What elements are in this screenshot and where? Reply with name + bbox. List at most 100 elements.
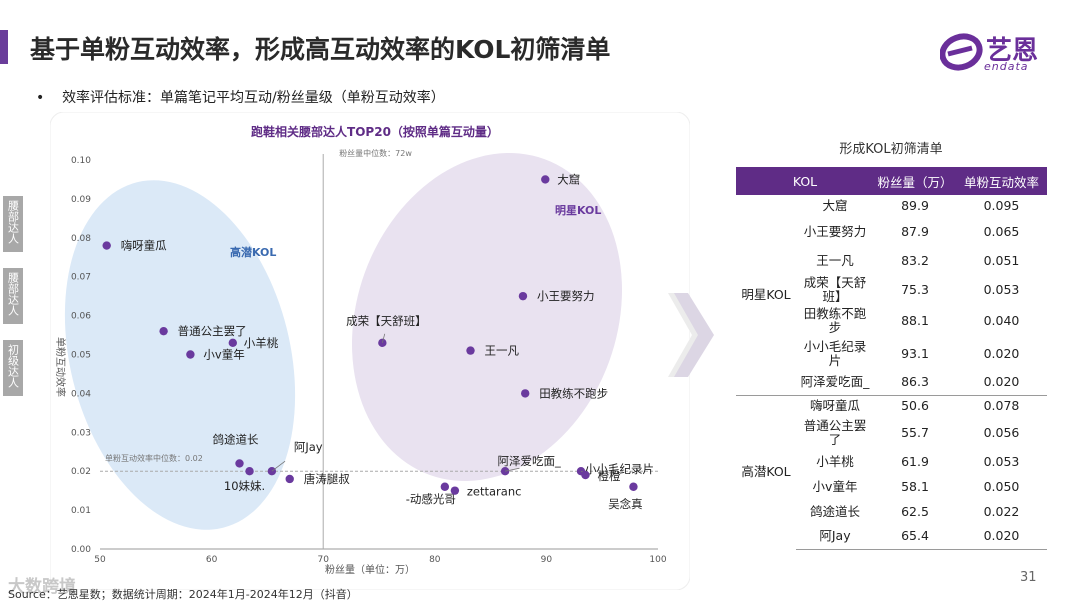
x-tick-label: 70 [317,555,329,565]
side-tab-label: 初级达人 [6,344,20,388]
kol-name-cell: 成荣【天舒班】 [803,274,867,304]
logo-text-cn: 艺恩 [986,36,1039,66]
fans-cell: 93.1 [901,345,929,361]
table-title: 形成KOL初筛清单 [839,142,943,157]
y-tick-label: 0.02 [71,467,91,477]
table-row: 田教练不跑步 88.1 0.040 [736,304,1047,337]
endata-logo-icon [940,33,983,71]
kol-name-cell: 嗨呀童瓜 [796,394,874,416]
fans-cell: 87.9 [901,223,929,239]
fans-cell: 83.2 [901,252,929,268]
point-label: 10妹妹. [224,479,265,493]
side-tab-waist-1[interactable]: 腰部达人 [3,196,23,252]
scatter-point [520,389,530,398]
kol-name-cell: 小v童年 [812,478,858,494]
scatter-point [500,467,510,476]
point-label: 成荣【天舒班】 [346,314,427,328]
point-label: 普通公主罢了 [178,324,247,338]
fans-cell: 89.9 [901,198,929,213]
x-tick-label: 80 [429,555,441,565]
efficiency-cell: 0.053 [983,281,1020,297]
page-number: 31 [1020,570,1037,585]
kol-name-cell: 王一凡 [816,252,854,268]
point-label: 嗨呀童瓜 [121,239,167,253]
point-label: 阿泽爱吃面_ [497,454,560,468]
x-axis-label: 粉丝量（单位：万） [325,563,415,576]
fans-cell: 65.4 [874,524,956,550]
table-row: 成荣【天舒班】 75.3 0.053 [736,275,1047,304]
cluster-label-potential: 高潜KOL [230,245,276,259]
point-label: zettaranc [467,485,522,499]
scatter-point [186,350,195,359]
scatter-chart-svg: 跑鞋相关腰部达人TOP20（按照单篇互动量） 高潜KOL 明星KOL 50 60 7… [49,111,691,591]
kol-table: KOL 粉丝量（万） 单粉互动效率 明星KOL 大窟 89.9 0.095 小王要努力 8… [736,167,1047,550]
side-tab-junior[interactable]: 初级达人 [3,340,23,396]
source-note: Source：艺恩星数；数据统计周期：2024年1月-2024年12月（抖音） [8,588,358,601]
fans-cell: 50.6 [874,394,956,416]
fans-cell: 61.9 [901,453,929,469]
point-label: 田教练不跑步 [539,386,608,400]
efficiency-cell: 0.056 [983,424,1020,440]
kol-name-cell: 阿泽爱吃面_ [800,374,870,390]
group-label: 明星KOL [741,286,791,302]
side-tab-label: 腰部达人 [6,200,20,244]
scatter-point [245,467,254,476]
scatter-point [541,175,550,184]
fans-cell: 88.1 [901,312,929,328]
efficiency-cell: 0.065 [983,223,1020,239]
cluster-label-star: 明星KOL [555,204,601,217]
chart-title: 跑鞋相关腰部达人TOP20（按照单篇互动量） [251,124,499,139]
side-tab-waist-2[interactable]: 腰部达人 [3,268,23,324]
x-median-label: 粉丝量中位数：72w [339,148,412,158]
point-label: 大窟 [557,172,580,186]
cluster-potential-ellipse [64,180,296,530]
scatter-point [629,482,638,491]
col-header-fans: 粉丝量（万） [874,167,956,195]
kol-name-cell: 小王要努力 [803,223,867,239]
group-label: 高潜KOL [736,394,796,549]
kol-name-cell: 普通公主罢了 [803,417,867,447]
scatter-point [228,338,238,348]
kol-name-cell: 阿Jay [796,524,874,550]
label-leader-line [381,333,386,343]
table-row: 王一凡 83.2 0.051 [736,246,1047,275]
kol-name-cell: 鸽途道长 [809,503,860,519]
y-tick-label: 0.00 [71,545,91,555]
efficiency-cell: 0.020 [983,374,1020,390]
label-leader-line [505,467,520,472]
efficiency-cell: 0.050 [983,478,1020,494]
table-row: 小王要努力 87.9 0.065 [736,217,1047,246]
point-label: 阿Jay [294,440,323,454]
table-header-row: KOL 粉丝量（万） 单粉互动效率 [736,167,1047,195]
kol-name-cell: 大窟 [822,198,848,213]
y-tick-label: 0.05 [71,351,91,361]
efficiency-cell: 0.053 [983,453,1020,469]
side-tab-label: 腰部达人 [6,272,20,316]
x-tick-label: 60 [206,555,218,565]
y-median-label: 单粉互动效率中位数：0.02 [105,453,203,463]
efficiency-cell: 0.020 [956,524,1047,550]
scatter-point [285,474,294,484]
logo-text-en: endata [984,60,1029,73]
efficiency-cell: 0.022 [983,503,1020,519]
table-row: 鸽途道长 62.5 0.022 [736,499,1047,524]
y-tick-label: 0.06 [71,312,91,322]
point-label: 小羊桃 [244,336,279,350]
table-row: 阿Jay 65.4 0.020 [736,524,1047,550]
efficiency-cell: 0.078 [956,394,1047,416]
fans-cell: 55.7 [901,424,929,440]
criteria-bullet: • 效率评估标准：单篇笔记平均互动/粉丝量级（单粉互动效率） [36,87,445,107]
y-axis-label: 单粉互动效率 [54,337,67,397]
label-leader-line [271,460,286,472]
cluster-star-ellipse [352,152,622,482]
scatter-point [378,338,387,348]
kol-name-cell: 小羊桃 [816,453,854,469]
scatter-point [581,470,590,480]
bullet-dot-icon: • [36,90,63,106]
table-row: 小小毛纪录片 93.1 0.020 [736,337,1047,370]
point-label: 吴念真 [608,497,643,511]
kol-name-cell: 小小毛纪录片 [803,338,867,368]
col-header-kol: KOL [736,167,874,195]
table-row: 小羊桃 61.9 0.053 [736,449,1047,474]
col-header-efficiency: 单粉互动效率 [956,167,1047,195]
